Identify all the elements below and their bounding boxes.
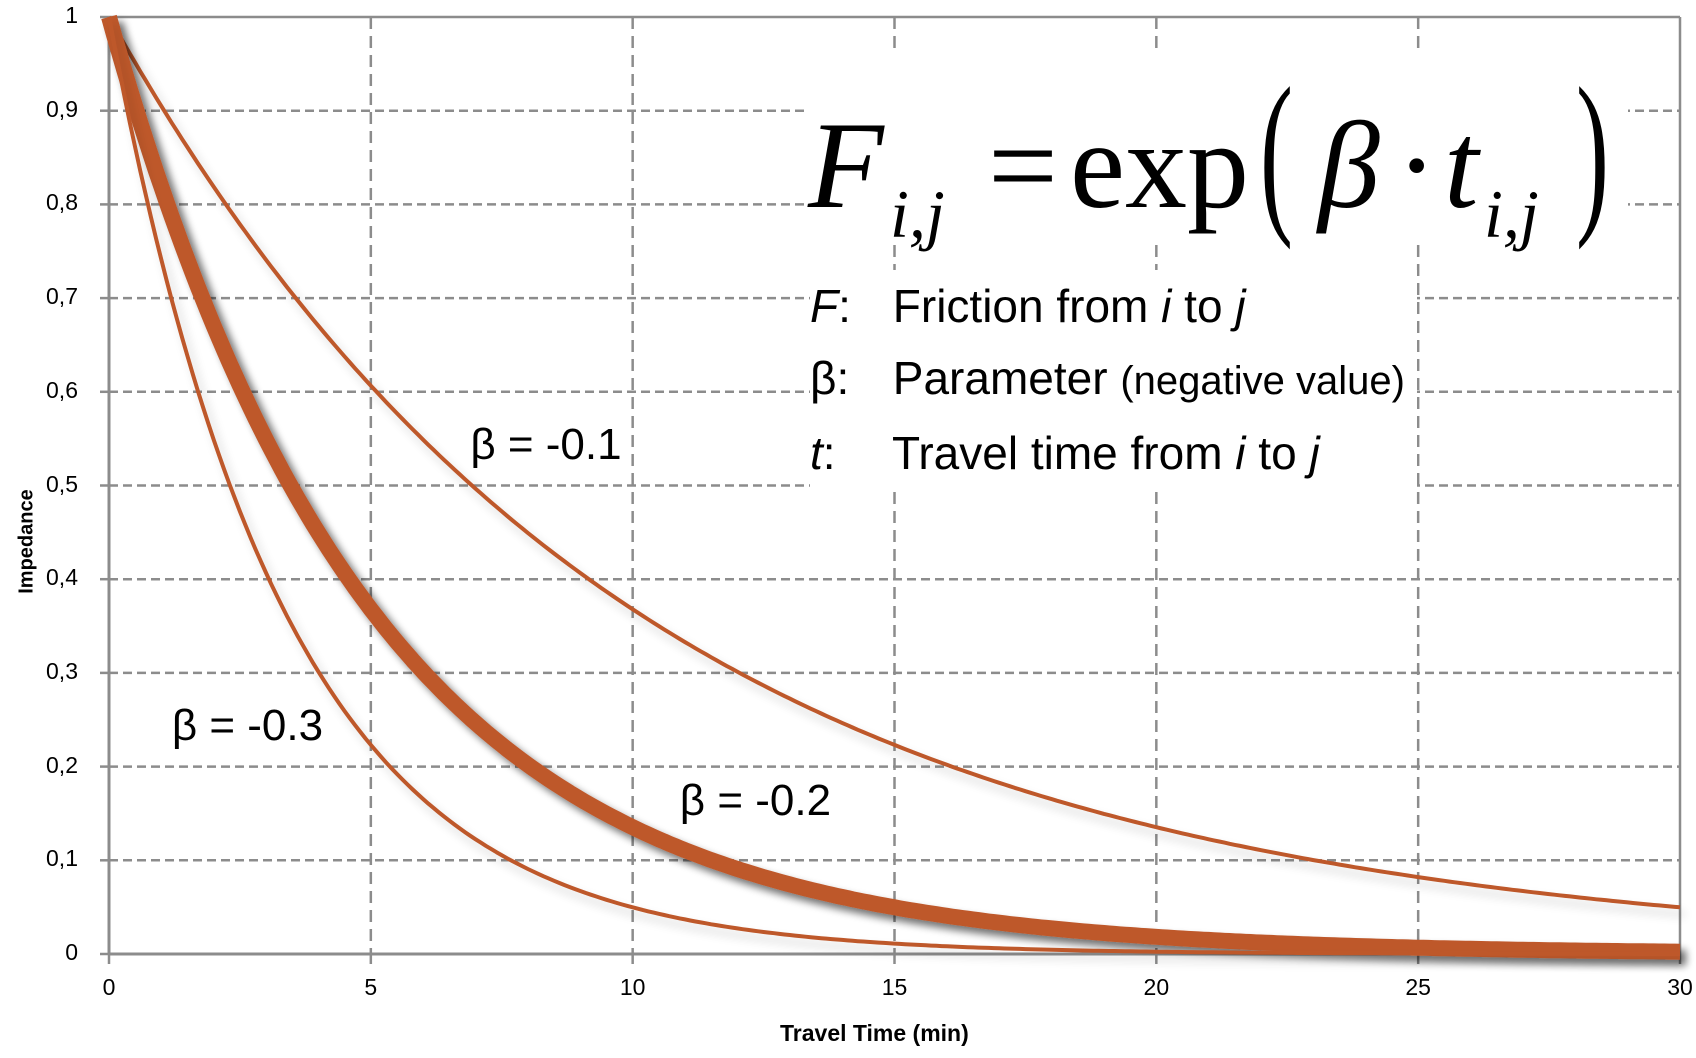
formula-equals: = (988, 97, 1058, 234)
x-tick-label: 30 (1667, 974, 1693, 1000)
y-tick-label: 0,4 (46, 564, 78, 591)
formula-beta: β (1318, 97, 1380, 234)
formula-dot: · (1396, 97, 1438, 234)
y-axis-label: Impedance (15, 489, 38, 594)
curve-β-0.3 (107, 16, 1680, 956)
y-tick-label: 0,5 (46, 470, 78, 497)
x-tick-label: 0 (102, 974, 116, 1000)
legend-key: β (810, 352, 837, 404)
formula-function: exp (1070, 97, 1250, 234)
curve-label-beta-0.2: β = -0.2 (679, 776, 832, 826)
legend-row-t: t: Travel time from i to j (810, 427, 1320, 479)
x-tick-label: 10 (619, 974, 646, 1000)
x-axis-label: Travel Time (min) (780, 1020, 969, 1046)
y-tick-label: 0 (65, 939, 78, 965)
curve-β-0.1 (107, 16, 1681, 910)
formula-legend: F: Friction from i to j β: Parameter (ne… (810, 270, 1417, 489)
formula: F i,j = exp ( β · t i,j ) (808, 51, 1628, 252)
formula-close-paren: ) (1576, 51, 1609, 250)
x-tick-label: 25 (1405, 974, 1431, 1000)
y-tick-label: 0,3 (46, 657, 78, 684)
formula-lhs-subscript: i,j (890, 176, 945, 252)
x-tick-label: 15 (881, 974, 908, 1000)
formula-var-subscript: i,j (1484, 176, 1539, 252)
curve-β-0.2 (101, 14, 1683, 960)
legend-row-beta: β: Parameter (negative value) (810, 352, 1405, 404)
formula-var: t (1444, 97, 1479, 234)
y-tick-label: 0,8 (46, 189, 78, 216)
y-tick-label: 0,9 (46, 95, 78, 122)
x-tick-label: 5 (364, 974, 378, 1000)
legend-row-f: F: Friction from i to j (810, 280, 1246, 332)
y-tick-label: 0,7 (46, 283, 78, 310)
curve-label-beta-0.3: β = -0.3 (171, 701, 324, 751)
y-tick-label: 1 (65, 2, 78, 28)
y-tick-label: 0,2 (46, 751, 78, 778)
x-tick-label: 20 (1143, 974, 1170, 1000)
legend-key: t (810, 427, 823, 479)
legend-key: F (810, 280, 839, 332)
formula-lhs: F (808, 97, 884, 234)
curves (101, 14, 1683, 960)
y-tick-label: 0,6 (46, 376, 78, 403)
curve-label-beta-0.1: β = -0.1 (470, 420, 622, 470)
y-tick-label: 0,1 (46, 845, 78, 872)
formula-open-paren: ( (1260, 51, 1293, 250)
